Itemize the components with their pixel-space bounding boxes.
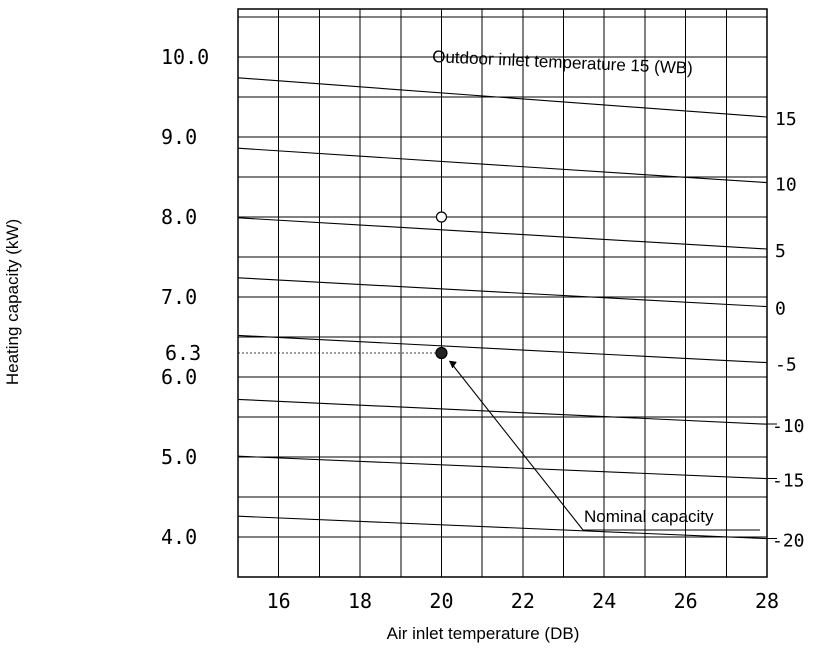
nominal-pointer-arrowhead [449, 360, 457, 369]
annotation-layer: Outdoor inlet temperature 15 (WB) Nominal… [3, 47, 760, 643]
series-line [237, 77, 768, 118]
y-tick-label: 7.0 [161, 285, 197, 309]
x-axis-title: Air inlet temperature (DB) [387, 624, 580, 643]
right-series-label: -10 [772, 416, 805, 437]
y-tick-label: 8.0 [161, 205, 197, 229]
top-series-annotation: Outdoor inlet temperature 15 (WB) [432, 47, 693, 78]
right-series-label: -5 [775, 355, 797, 376]
plot-frame [237, 8, 768, 578]
series-line [237, 515, 768, 540]
nominal-capacity-label: Nominal capacity [584, 507, 714, 526]
x-tick-label: 20 [429, 589, 453, 613]
x-tick-label: 28 [755, 589, 779, 613]
y-axis-title: Heating capacity (kW) [3, 219, 22, 385]
nominal-value-label: 6.3 [165, 341, 201, 365]
right-series-label: 0 [775, 299, 786, 320]
y-tick-label: 4.0 [161, 525, 197, 549]
nominal-pointer-line [449, 360, 584, 531]
right-series-label: 15 [775, 109, 797, 130]
grid-layer [237, 9, 768, 578]
guide-layer [238, 216, 442, 577]
right-series-label: -15 [772, 471, 805, 492]
y-tick-label: 9.0 [161, 125, 197, 149]
series-line [237, 277, 768, 308]
x-tick-label: 18 [348, 589, 372, 613]
series-line [237, 147, 768, 184]
x-tick-label: 26 [674, 589, 698, 613]
right-series-label: 5 [775, 241, 786, 262]
series-line [237, 398, 768, 425]
y-tick-label: 5.0 [161, 445, 197, 469]
x-tick-label: 16 [267, 589, 291, 613]
y-tick-label: 6.0 [161, 365, 197, 389]
x-tick-label: 22 [511, 589, 535, 613]
nominal-point-marker [435, 346, 448, 360]
tick-layer: 4.0 5.0 6.0 7.0 8.0 9.0 10.0 6.3 16 18 20 22 24 26 28 1… [161, 45, 805, 613]
reference-point-marker [435, 211, 448, 223]
x-tick-label: 24 [592, 589, 616, 613]
right-series-label: 10 [775, 175, 797, 196]
series-line [237, 455, 768, 480]
y-tick-label: 10.0 [161, 45, 209, 69]
series-layer [237, 77, 768, 540]
series-line [237, 217, 768, 250]
right-series-label: -20 [772, 531, 805, 552]
series-line [237, 334, 768, 364]
point-layer [435, 211, 448, 360]
